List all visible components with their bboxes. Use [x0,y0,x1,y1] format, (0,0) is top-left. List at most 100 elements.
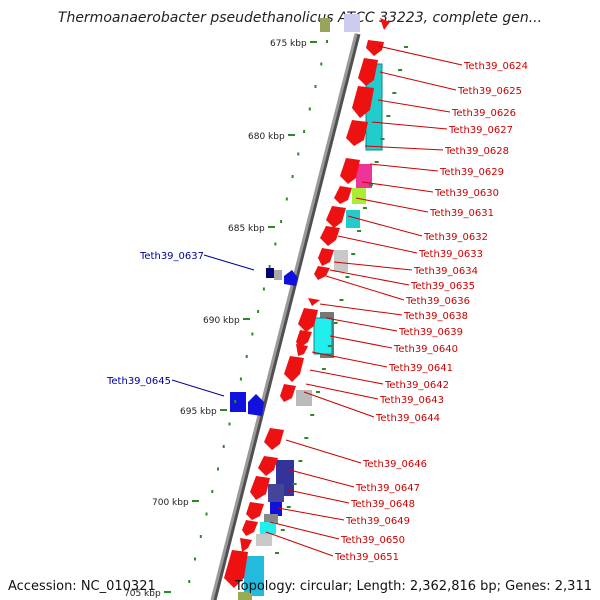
gene-grey-4[interactable] [256,534,272,546]
gene-label[interactable]: Teth39_0651 [334,552,399,563]
gene-grey-small[interactable] [274,270,282,280]
gene-label[interactable]: Teth39_0644 [375,413,440,424]
tick-dot [222,445,225,448]
gene-label[interactable]: Teth39_0641 [388,363,453,374]
tick-dot [188,580,191,583]
tick-dash [316,391,320,393]
gene-red-11[interactable] [308,298,320,306]
gene-cyan-4[interactable] [260,522,276,534]
gene-blue-block[interactable] [230,392,246,412]
gene-red-14[interactable] [296,344,308,356]
gene-top-olive[interactable] [320,18,330,32]
gene-label[interactable]: Teth39_0650 [340,535,405,546]
gene-cyan-2[interactable] [346,210,360,228]
topology-text: Topology: circular; Length: 2,362,816 bp… [234,579,592,594]
tick-dot [268,265,271,268]
tick-dot [291,175,294,178]
gene-label[interactable]: Teth39_0646 [362,459,427,470]
tick-dash [345,276,350,278]
gene-grey-1[interactable] [334,250,348,272]
gene-label[interactable]: Teth39_0649 [345,516,410,527]
gene-label[interactable]: Teth39_0626 [451,108,516,119]
gene-red-9[interactable] [318,248,334,266]
gene-label[interactable]: Teth39_0638 [403,311,468,322]
gene-red-10[interactable] [314,266,330,280]
gene-label[interactable]: Teth39_0643 [379,395,444,406]
label-leader [311,351,388,368]
gene-label[interactable]: Teth39_0625 [457,86,522,97]
gene-red-16[interactable] [280,384,296,402]
gene-label[interactable]: Teth39_0639 [398,327,463,338]
gene-label[interactable]: Teth39_0635 [410,281,475,292]
gene-top-lavender[interactable] [344,14,360,32]
gene-red-20[interactable] [246,502,264,520]
gene-label[interactable]: Teth39_0633 [418,249,483,260]
label-leader [371,121,448,130]
label-leader [325,317,398,332]
gene-red-17[interactable] [264,428,284,450]
gene-navy-small[interactable] [266,268,274,278]
tick-mark [288,134,295,136]
gene-label[interactable]: Teth39_0637 [139,251,204,262]
tick-dash [286,506,291,508]
gene-label[interactable]: Teth39_0645 [106,376,171,387]
gene-cyan-3[interactable] [313,317,333,355]
gene-navy-2[interactable] [268,484,284,502]
gene-red-23[interactable] [224,550,248,588]
tick-labels: 675 kbp 680 kbp 685 kbp 690 kbp 695 kbp 700 k… [124,39,317,599]
tick-dot [234,400,237,403]
gene-yellowgreen[interactable] [352,188,366,204]
gene-grey-2[interactable] [296,390,312,406]
tick-dash [398,69,403,71]
gene-blue-1[interactable] [270,502,282,516]
tick-dot [274,242,277,246]
gene-blue-arrow-2[interactable] [248,394,264,416]
tick-dots [188,40,408,583]
gene-red-13[interactable] [296,330,312,348]
label-leader [303,391,375,418]
gene-cyan-5[interactable] [244,556,264,596]
gene-red-1[interactable] [366,40,384,56]
tick-dot [194,557,196,561]
gene-blue-arrow-1[interactable] [284,270,298,286]
gene-label[interactable]: Teth39_0629 [439,167,504,178]
gene-label[interactable]: Teth39_0630 [434,188,499,199]
gene-label[interactable]: Teth39_0627 [448,125,513,136]
gene-red-18[interactable] [258,456,278,476]
gene-red-3[interactable] [352,86,374,118]
gene-red-15[interactable] [284,356,304,382]
gene-red-21[interactable] [242,520,258,536]
gene-label[interactable]: Teth39_0631 [429,208,494,219]
gene-label[interactable]: Teth39_0640 [393,344,458,355]
gene-red-4[interactable] [346,120,368,146]
tick-dash [321,368,326,370]
tick-dot [320,62,323,66]
gene-label[interactable]: Teth39_0647 [355,483,420,494]
gene-red-8[interactable] [320,226,340,246]
tick-dash [368,184,373,186]
gene-olive-2[interactable] [238,592,252,600]
gene-label[interactable]: Teth39_0632 [423,232,488,243]
gene-red-6[interactable] [334,186,352,204]
backbone-shadow [211,33,361,600]
gene-label[interactable]: Teth39_0636 [405,296,470,307]
gene-grey-3[interactable] [264,514,278,524]
tick-dash [339,299,344,301]
gene-red-19[interactable] [250,476,270,500]
tick-dash [275,552,279,554]
tick-mark [164,591,171,593]
gene-label[interactable]: Teth39_0634 [413,266,478,277]
gene-label[interactable]: Teth39_0648 [350,499,415,510]
gene-red-2[interactable] [358,58,378,86]
gene-label[interactable]: Teth39_0624 [463,61,528,72]
gene-red-7[interactable] [326,206,346,228]
gene-top-red[interactable] [380,18,390,30]
tick-dot [217,467,219,471]
gene-magenta[interactable] [356,164,372,188]
gene-red-5[interactable] [340,158,360,184]
gene-red-22[interactable] [240,538,252,552]
gene-label[interactable]: Teth39_0628 [444,146,509,157]
gene-label[interactable]: Teth39_0642 [384,380,449,391]
gene-red-12[interactable] [298,308,318,332]
